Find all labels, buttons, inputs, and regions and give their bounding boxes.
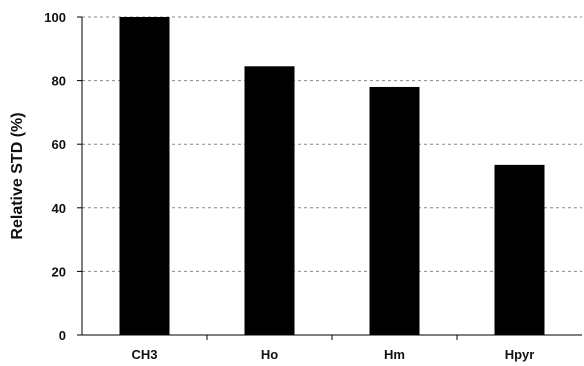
y-tick-label: 40 — [52, 201, 66, 216]
x-tick-labels: CH3 Ho Hm Hpyr — [131, 335, 534, 362]
y-tick-label: 0 — [59, 328, 66, 343]
x-tick-label: Ho — [261, 347, 278, 362]
x-tick-label: CH3 — [131, 347, 157, 362]
bars — [119, 17, 545, 336]
bar-ho — [244, 66, 295, 335]
y-tick-labels: 0 20 40 60 80 100 — [44, 10, 82, 343]
y-axis-title: Relative STD (%) — [9, 112, 26, 239]
y-tick-label: 20 — [52, 264, 66, 279]
bar-hpyr — [494, 164, 545, 335]
x-tick-label: Hm — [384, 347, 405, 362]
y-tick-label: 60 — [52, 137, 66, 152]
bar-hm — [369, 86, 420, 336]
x-tick-label: Hpyr — [505, 347, 535, 362]
y-tick-label: 100 — [44, 10, 66, 25]
bar-ch3 — [119, 17, 170, 335]
y-tick-label: 80 — [52, 74, 66, 89]
